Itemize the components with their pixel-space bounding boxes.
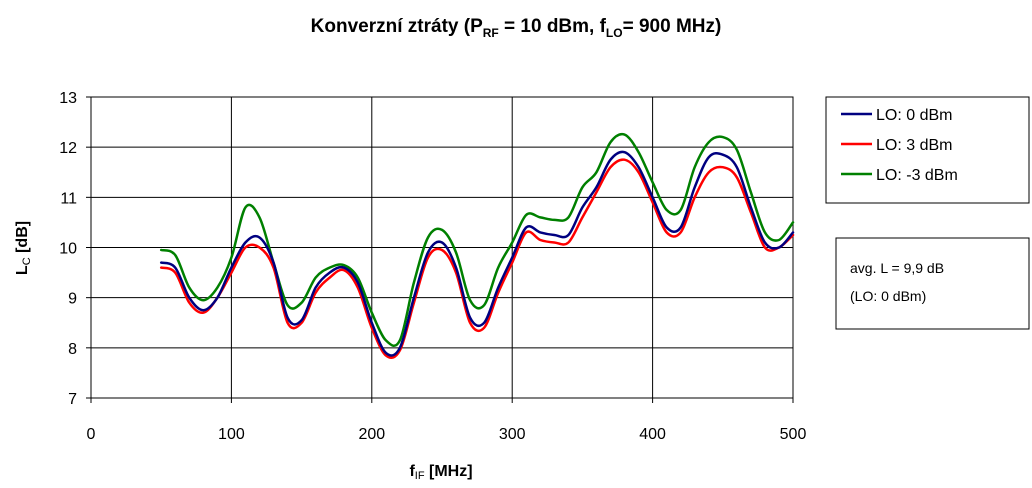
chart-title: Konverzní ztráty (PRF = 10 dBm, fLO= 900… bbox=[311, 16, 722, 40]
average-note-line1: avg. L = 9,9 dB bbox=[850, 260, 944, 276]
x-axis-label: fIF [MHz] bbox=[409, 463, 472, 482]
average-note-line2: (LO: 0 dBm) bbox=[850, 288, 926, 304]
x-tick-label: 0 bbox=[87, 426, 96, 443]
y-axis-label: LC [dB] bbox=[14, 221, 33, 275]
average-note-box bbox=[835, 237, 1030, 330]
legend: LO: 0 dBm LO: 3 dBm LO: -3 dBm bbox=[825, 96, 1030, 204]
x-tick-label: 500 bbox=[780, 426, 807, 443]
series-line-lo-0-dbm bbox=[159, 150, 795, 357]
y-tick-label: 9 bbox=[68, 291, 77, 308]
y-tick-label: 8 bbox=[68, 341, 77, 358]
average-note: avg. L = 9,9 dB (LO: 0 dBm) bbox=[835, 237, 1030, 330]
y-tick-label: 13 bbox=[59, 90, 77, 107]
y-tick-label: 12 bbox=[59, 140, 77, 157]
x-tick-label: 200 bbox=[358, 426, 385, 443]
x-tick-label: 400 bbox=[639, 426, 666, 443]
y-tick-label: 10 bbox=[59, 241, 77, 258]
series-group bbox=[159, 132, 795, 359]
axis-ticks: 7 8 9 10 11 12 13 0 100 200 300 400 500 bbox=[59, 90, 806, 443]
legend-label-lo-3-dbm: LO: 3 dBm bbox=[876, 137, 952, 154]
series-line-lo-3-dbm bbox=[159, 158, 795, 359]
x-tick-label: 100 bbox=[218, 426, 245, 443]
series-line-lo-3-dbm bbox=[159, 132, 795, 347]
legend-label-lo-3-dbm: LO: -3 dBm bbox=[876, 167, 958, 184]
legend-label-lo-0-dbm: LO: 0 dBm bbox=[876, 107, 952, 124]
x-tick-label: 300 bbox=[499, 426, 526, 443]
y-tick-label: 7 bbox=[68, 391, 77, 408]
y-tick-label: 11 bbox=[60, 190, 77, 207]
